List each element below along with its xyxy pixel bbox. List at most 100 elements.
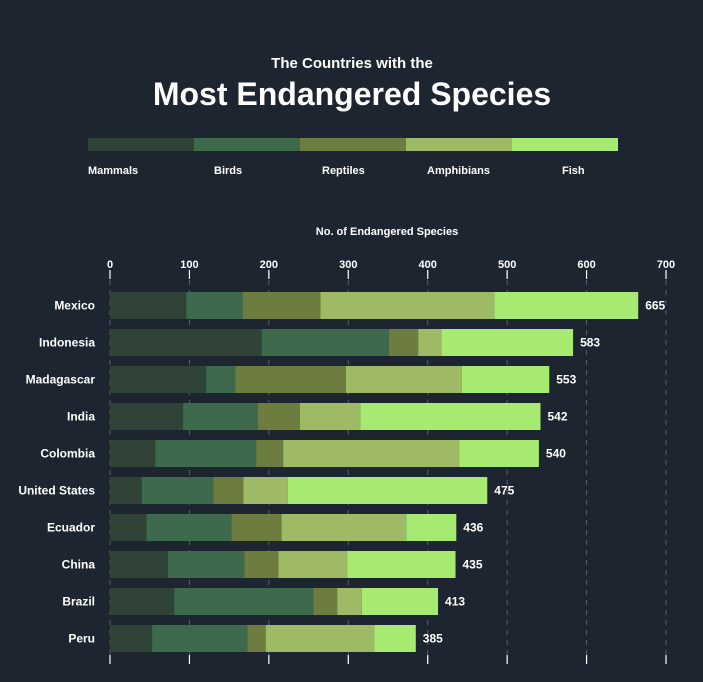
bar-segment-mexico-mammals (110, 292, 187, 319)
tick-label-700: 700 (657, 259, 675, 271)
legend-swatch-mammals (88, 138, 194, 151)
bar-segment-mexico-birds (186, 292, 243, 319)
legend-label-birds: Birds (214, 165, 242, 177)
bar-segment-ecuador-reptiles (231, 514, 282, 541)
bar-segment-colombia-reptiles (256, 440, 284, 467)
total-label-mexico: 665 (645, 299, 665, 313)
category-label-india: India (67, 410, 95, 424)
bar-group-united-states: United States 475 (18, 477, 515, 504)
legend: Mammals Birds Reptiles Amphibians Fish (88, 138, 618, 177)
bar-group-indonesia: Indonesia 583 (39, 329, 600, 356)
chart-title: Most Endangered Species (153, 76, 551, 112)
bar-group-colombia: Colombia 540 (40, 440, 566, 467)
legend-swatch-reptiles (300, 138, 406, 151)
total-label-brazil: 413 (445, 595, 465, 609)
bar-segment-madagascar-mammals (110, 366, 207, 393)
bar-segment-indonesia-mammals (110, 329, 262, 356)
category-label-madagascar: Madagascar (26, 373, 96, 387)
bar-segment-india-reptiles (257, 403, 300, 430)
bar-segment-indonesia-reptiles (388, 329, 419, 356)
legend-swatch-birds (194, 138, 300, 151)
bar-segment-brazil-amphibians (337, 588, 362, 615)
bar-segment-colombia-birds (155, 440, 257, 467)
bar-segment-colombia-amphibians (283, 440, 460, 467)
bar-segment-india-fish (360, 403, 541, 430)
bar-segment-mexico-reptiles (242, 292, 321, 319)
bar-segment-united-states-fish (287, 477, 488, 504)
total-label-united-states: 475 (494, 484, 514, 498)
category-label-united-states: United States (18, 484, 95, 498)
tick-label-500: 500 (498, 259, 516, 271)
category-label-mexico: Mexico (54, 299, 95, 313)
tick-label-200: 200 (260, 259, 278, 271)
category-label-brazil: Brazil (62, 595, 95, 609)
bar-segment-brazil-birds (174, 588, 314, 615)
bar-segment-india-mammals (110, 403, 184, 430)
bar-segment-united-states-mammals (110, 477, 142, 504)
category-label-indonesia: Indonesia (39, 336, 95, 350)
bar-group-india: India 542 (67, 403, 568, 430)
tick-label-600: 600 (577, 259, 595, 271)
bar-group-peru: Peru 385 (68, 625, 443, 652)
bar-segment-united-states-birds (141, 477, 214, 504)
category-label-ecuador: Ecuador (47, 521, 95, 535)
total-label-colombia: 540 (546, 447, 566, 461)
bar-segment-china-fish (347, 551, 456, 578)
bar-segment-peru-birds (152, 625, 248, 652)
bar-segment-united-states-amphibians (243, 477, 288, 504)
total-label-madagascar: 553 (556, 373, 576, 387)
bar-segment-china-reptiles (244, 551, 279, 578)
tick-label-100: 100 (180, 259, 198, 271)
bar-segment-china-birds (167, 551, 245, 578)
bar-segment-madagascar-reptiles (235, 366, 346, 393)
bar-segment-peru-mammals (110, 625, 153, 652)
bar-segment-brazil-fish (361, 588, 439, 615)
category-label-china: China (62, 558, 96, 572)
bar-segment-colombia-mammals (110, 440, 156, 467)
bar-segment-madagascar-amphibians (345, 366, 462, 393)
chart-subtitle: The Countries with the (271, 55, 433, 72)
bar-segment-india-amphibians (299, 403, 361, 430)
tick-label-400: 400 (419, 259, 437, 271)
total-label-india: 542 (548, 410, 568, 424)
legend-label-reptiles: Reptiles (322, 165, 365, 177)
bar-segment-ecuador-birds (146, 514, 232, 541)
bar-group-brazil: Brazil 413 (62, 588, 465, 615)
bar-segment-brazil-reptiles (313, 588, 338, 615)
tick-label-300: 300 (339, 259, 357, 271)
legend-label-amphibians: Amphibians (427, 165, 490, 177)
legend-swatch-amphibians (406, 138, 512, 151)
bar-group-ecuador: Ecuador 436 (47, 514, 484, 541)
bar-segment-china-amphibians (278, 551, 348, 578)
bar-segment-madagascar-birds (206, 366, 236, 393)
bar-segment-peru-reptiles (247, 625, 266, 652)
bar-segment-madagascar-fish (461, 366, 550, 393)
bar-group-mexico: Mexico 665 (54, 292, 666, 319)
bar-segment-colombia-fish (459, 440, 539, 467)
total-label-peru: 385 (423, 632, 443, 646)
bar-group-madagascar: Madagascar 553 (26, 366, 577, 393)
legend-label-mammals: Mammals (88, 165, 138, 177)
bar-group-china: China 435 (62, 551, 483, 578)
bar-segment-brazil-mammals (110, 588, 175, 615)
bar-segment-india-birds (183, 403, 258, 430)
bar-segment-mexico-amphibians (320, 292, 495, 319)
bar-segment-mexico-fish (494, 292, 639, 319)
legend-swatch-fish (512, 138, 618, 151)
bar-segment-ecuador-amphibians (281, 514, 407, 541)
bar-segment-ecuador-mammals (110, 514, 147, 541)
x-axis-ticks: 0 100 200 300 400 500 600 700 (107, 259, 675, 664)
bars: Mexico 665 Indonesia 583 Madagascar 553 India 5… (18, 292, 666, 652)
category-label-peru: Peru (68, 632, 95, 646)
bar-segment-ecuador-fish (406, 514, 457, 541)
total-label-indonesia: 583 (580, 336, 600, 350)
x-axis-label: No. of Endangered Species (316, 226, 458, 238)
tick-label-0: 0 (107, 259, 113, 271)
category-label-colombia: Colombia (40, 447, 95, 461)
bar-segment-indonesia-birds (261, 329, 389, 356)
bar-segment-peru-fish (374, 625, 416, 652)
bar-segment-indonesia-fish (441, 329, 574, 356)
bar-segment-china-mammals (110, 551, 168, 578)
legend-label-fish: Fish (562, 165, 585, 177)
